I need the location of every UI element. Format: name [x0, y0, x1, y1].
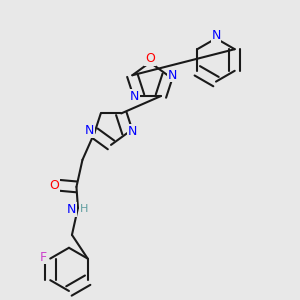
- Text: N: N: [128, 125, 137, 138]
- Text: N: N: [130, 89, 139, 103]
- Text: N: N: [85, 124, 94, 137]
- Text: O: O: [50, 179, 59, 192]
- Text: H: H: [80, 204, 89, 214]
- Text: F: F: [40, 250, 47, 264]
- Text: O: O: [145, 52, 155, 65]
- Text: N: N: [211, 29, 221, 42]
- Text: N: N: [67, 203, 76, 216]
- Text: N: N: [167, 69, 177, 82]
